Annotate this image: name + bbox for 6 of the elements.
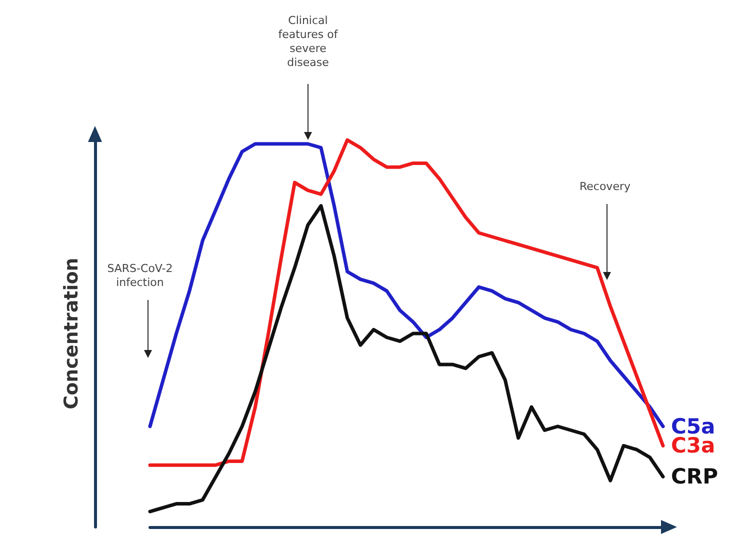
series-label: CRP [671, 464, 718, 489]
series-label: C3a [671, 434, 716, 458]
y-axis-title: Concentration [60, 258, 82, 410]
annotation: Recovery [578, 180, 632, 194]
text: Clinical features of severe disease [277, 14, 339, 70]
annotation: SARS-CoV-2 infection [106, 262, 174, 290]
